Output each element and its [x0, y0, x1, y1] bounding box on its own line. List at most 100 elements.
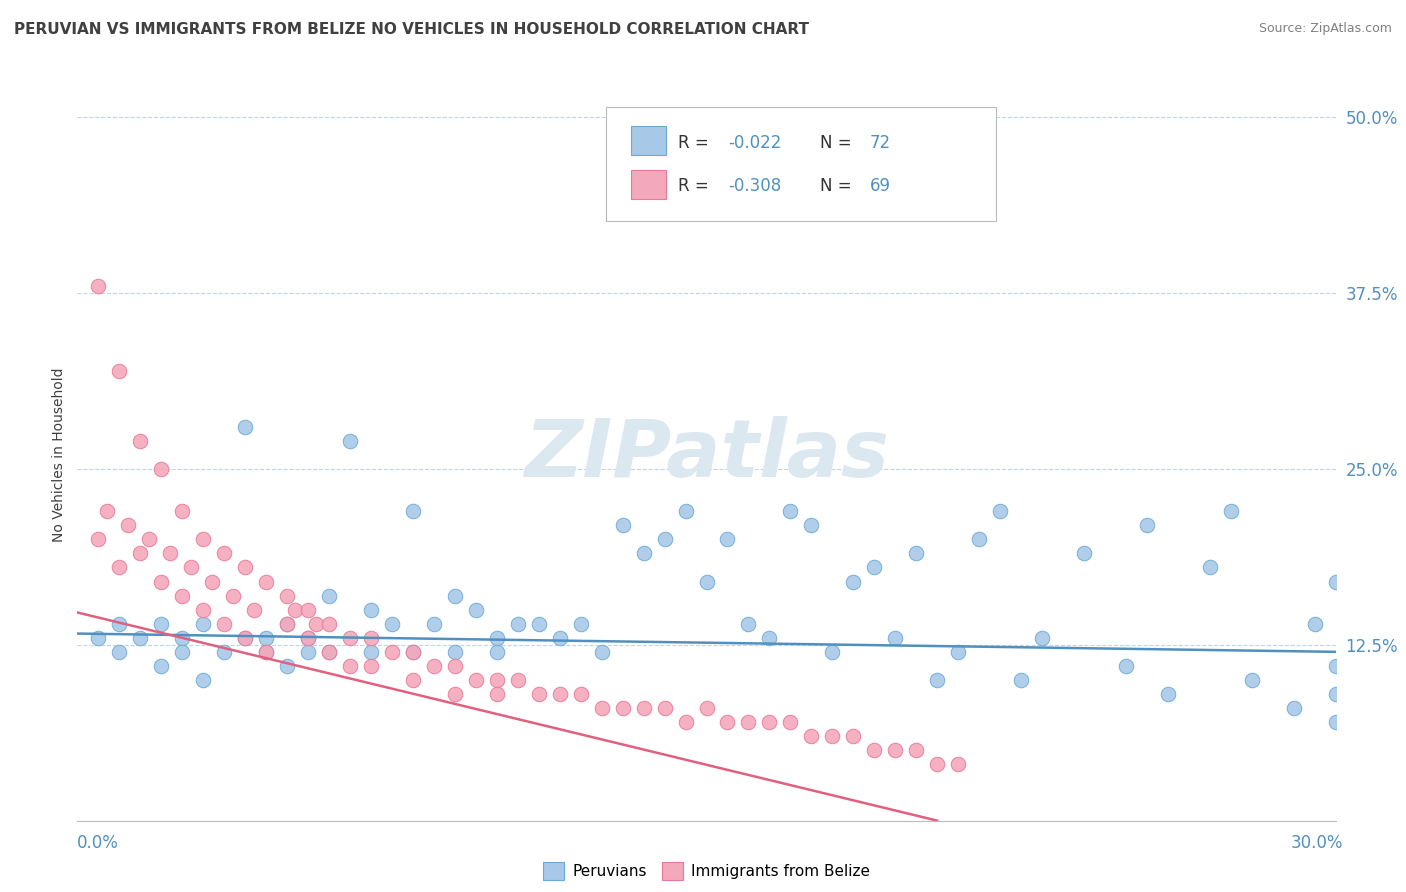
Point [1240, 673, 1263, 687]
Point [884, 631, 907, 645]
Point [212, 546, 235, 560]
Point [948, 757, 970, 772]
Point [339, 659, 361, 673]
Point [1157, 687, 1180, 701]
Point [254, 631, 277, 645]
Point [87, 533, 110, 547]
Point [339, 434, 361, 448]
Point [548, 631, 571, 645]
Text: 72: 72 [870, 134, 891, 152]
Point [800, 729, 823, 743]
Point [339, 631, 361, 645]
Point [423, 659, 446, 673]
Point [276, 659, 298, 673]
Point [633, 546, 655, 560]
Point [297, 602, 319, 616]
Point [402, 504, 425, 518]
Point [737, 616, 759, 631]
Point [297, 645, 319, 659]
Point [212, 645, 235, 659]
Point [360, 659, 382, 673]
Point [758, 715, 780, 730]
Point [191, 602, 215, 616]
Point [1303, 616, 1326, 631]
Point [988, 504, 1011, 518]
Point [1324, 659, 1347, 673]
Point [737, 715, 759, 730]
Point [654, 533, 676, 547]
Point [108, 616, 131, 631]
Point [905, 546, 928, 560]
Text: 69: 69 [870, 178, 891, 195]
Point [254, 645, 277, 659]
Point [191, 616, 215, 631]
Point [842, 574, 865, 589]
Point [117, 518, 139, 533]
Point [1010, 673, 1032, 687]
Point [758, 631, 780, 645]
Point [444, 645, 467, 659]
Point [150, 616, 173, 631]
Point [360, 631, 382, 645]
Point [129, 434, 152, 448]
Legend: Peruvians, Immigrants from Belize: Peruvians, Immigrants from Belize [537, 856, 876, 886]
FancyBboxPatch shape [631, 169, 666, 199]
Point [967, 533, 990, 547]
Point [233, 419, 256, 434]
Point [779, 504, 801, 518]
Point [172, 504, 194, 518]
Point [1136, 518, 1159, 533]
Point [108, 645, 131, 659]
Point [172, 645, 194, 659]
Point [200, 574, 222, 589]
Point [591, 645, 613, 659]
Point [506, 673, 529, 687]
Point [527, 616, 550, 631]
Point [612, 701, 634, 715]
Point [96, 504, 118, 518]
Point [305, 616, 328, 631]
Point [716, 533, 738, 547]
Point [675, 504, 697, 518]
Point [506, 616, 529, 631]
Point [464, 673, 486, 687]
Point [444, 659, 467, 673]
Point [233, 631, 256, 645]
Point [1219, 504, 1241, 518]
Point [654, 701, 676, 715]
Point [87, 631, 110, 645]
FancyBboxPatch shape [631, 126, 666, 155]
Point [172, 589, 194, 603]
Point [884, 743, 907, 757]
Text: 30.0%: 30.0% [1291, 834, 1343, 852]
Point [863, 743, 886, 757]
Text: N =: N = [820, 178, 856, 195]
Point [318, 589, 340, 603]
Point [402, 645, 425, 659]
Point [675, 715, 697, 730]
Point [159, 546, 181, 560]
Point [464, 602, 486, 616]
Point [423, 616, 446, 631]
Point [108, 560, 131, 574]
Text: R =: R = [678, 134, 714, 152]
Point [254, 574, 277, 589]
Point [150, 462, 173, 476]
Point [284, 602, 307, 616]
Point [172, 631, 194, 645]
Point [150, 574, 173, 589]
Point [1115, 659, 1137, 673]
Point [212, 616, 235, 631]
Point [276, 616, 298, 631]
Point [1282, 701, 1305, 715]
Point [863, 560, 886, 574]
Point [402, 673, 425, 687]
Text: -0.022: -0.022 [728, 134, 782, 152]
FancyBboxPatch shape [606, 108, 995, 221]
Point [381, 645, 404, 659]
Point [150, 659, 173, 673]
Text: 0.0%: 0.0% [77, 834, 120, 852]
Point [821, 645, 844, 659]
Point [1324, 687, 1347, 701]
Point [485, 673, 508, 687]
